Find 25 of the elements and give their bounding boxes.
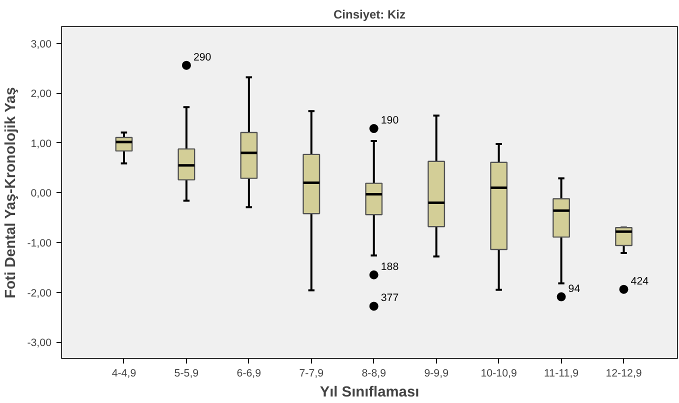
y-tick-label: 1,00	[30, 138, 52, 150]
annotation: 377	[380, 292, 399, 304]
annotation: 290	[193, 51, 212, 64]
y-tick-label: -3,00	[27, 337, 52, 350]
y-tick-label: 3,00	[30, 38, 52, 50]
x-tick-label: 7-7,9	[299, 368, 324, 380]
annotation: 188	[380, 260, 399, 273]
y-tick-label: -1,00	[27, 238, 52, 250]
y-tick-label: -2,00	[27, 287, 52, 300]
annotation: 424	[630, 275, 649, 288]
annotation: 94	[568, 282, 580, 295]
annotation: 190	[380, 114, 399, 127]
x-tick-label: 6-6,9	[236, 368, 262, 380]
x-tick-label: 4-4,9	[112, 368, 136, 380]
x-tick-label: 9-9,9	[424, 368, 449, 380]
y-tick-label: 0,00	[30, 188, 52, 200]
x-tick-label: 10-10,9	[480, 368, 517, 380]
chart-title: Cinsiyet: Kiz	[333, 8, 406, 22]
x-tick-label: 12-12,9	[606, 368, 642, 380]
x-tick-label: 11-11,9	[544, 368, 579, 380]
x-axis-title: Yıl Sınıflaması	[320, 384, 420, 400]
y-tick-label: 2,00	[30, 88, 52, 100]
y-axis-title: Foti Dental Yaş-Kronolojik Yaş	[3, 87, 20, 298]
x-tick-label: 5-5,9	[174, 368, 199, 380]
x-tick-label: 8-8,9	[362, 368, 386, 380]
